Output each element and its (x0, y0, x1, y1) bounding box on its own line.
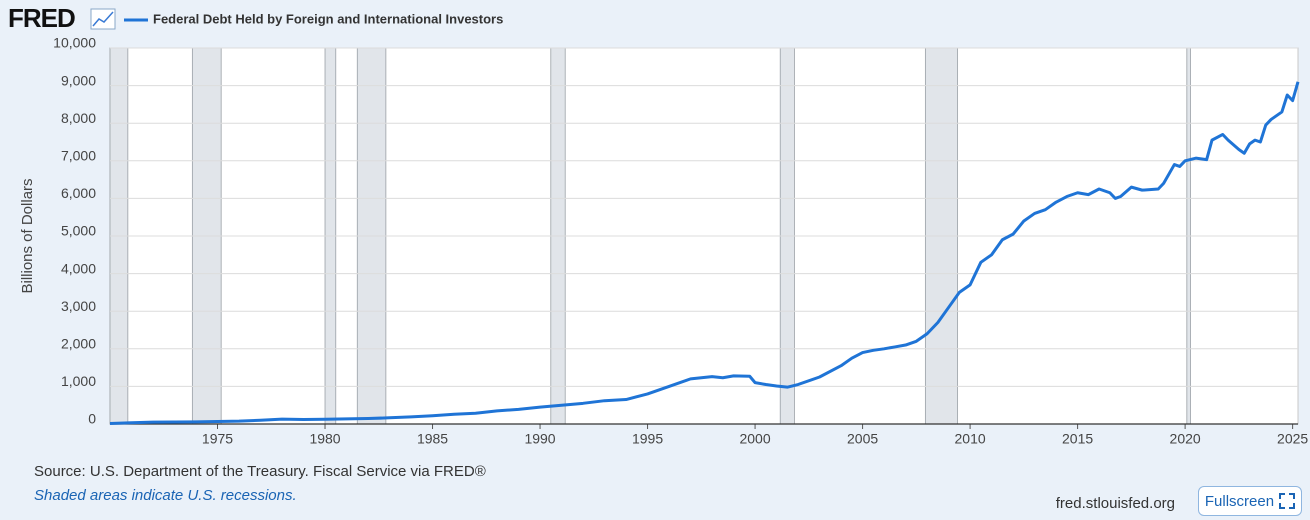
y-tick-label: 7,000 (61, 148, 96, 164)
x-tick-label: 2005 (847, 431, 878, 447)
y-tick-label: 2,000 (61, 336, 96, 352)
legend-label: Federal Debt Held by Foreign and Interna… (153, 11, 503, 26)
y-tick-label: 0 (88, 411, 96, 427)
x-tick-label: 2015 (1062, 431, 1093, 447)
fullscreen-icon (1279, 493, 1296, 509)
x-tick-label: 2000 (739, 431, 770, 447)
x-tick-label: 2010 (955, 431, 986, 447)
x-tick-label: 1985 (417, 431, 448, 447)
x-tick-label: 1980 (309, 431, 340, 447)
x-tick-label: 1995 (632, 431, 663, 447)
fullscreen-label: Fullscreen (1204, 492, 1275, 510)
y-tick-label: 10,000 (53, 35, 96, 51)
recession-note: Shaded areas indicate U.S. recessions. (34, 487, 297, 504)
x-tick-label: 1975 (202, 431, 233, 447)
y-tick-label: 5,000 (61, 223, 96, 239)
x-tick-label: 1990 (524, 431, 555, 447)
y-tick-label: 8,000 (61, 110, 96, 126)
y-tick-label: 1,000 (61, 373, 96, 389)
y-tick-label: 6,000 (61, 185, 96, 201)
y-tick-label: 3,000 (61, 298, 96, 314)
fullscreen-button[interactable]: Fullscreen (1198, 486, 1302, 516)
y-axis-label: Billions of Dollars (19, 178, 36, 293)
y-tick-label: 9,000 (61, 72, 96, 88)
y-tick-label: 4,000 (61, 260, 96, 276)
x-tick-label: 2020 (1170, 431, 1201, 447)
logo-icon (90, 8, 116, 30)
source: Source: U.S. Department of the Treasury.… (34, 463, 486, 480)
logo: FRED (8, 3, 75, 33)
data-line (109, 81, 1300, 425)
x-tick-label: 2025 (1277, 431, 1308, 447)
site-url: fred.stlouisfed.org (1056, 495, 1175, 512)
